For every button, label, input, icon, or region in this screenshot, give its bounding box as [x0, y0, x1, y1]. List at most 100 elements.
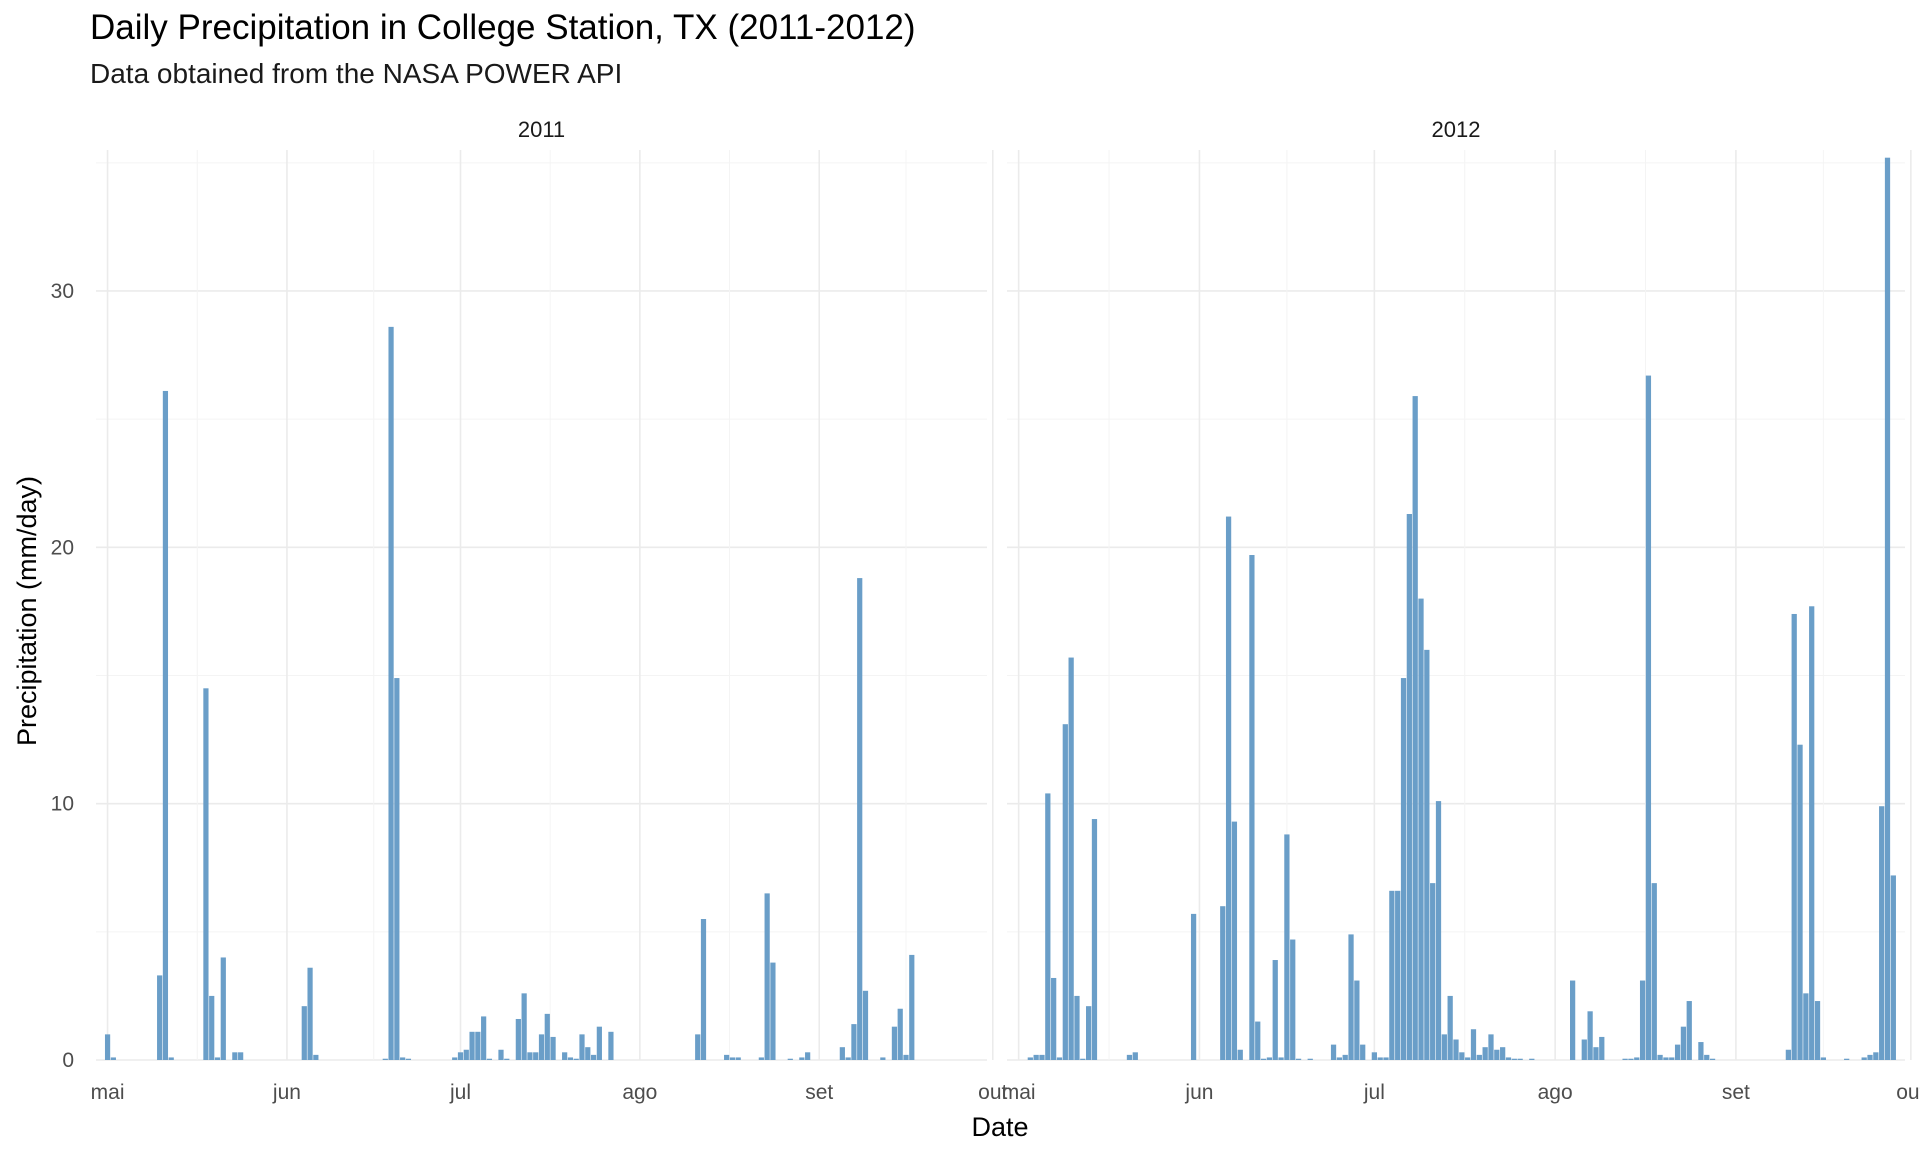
bar — [1820, 1057, 1826, 1060]
bar — [1511, 1058, 1517, 1060]
bar — [515, 1018, 521, 1060]
bar — [1435, 801, 1442, 1060]
bar — [1383, 1057, 1389, 1060]
bar — [1260, 1058, 1267, 1060]
y-tick-label: 0 — [62, 1049, 74, 1072]
bar — [1278, 1057, 1284, 1060]
bar — [1791, 613, 1797, 1060]
bar — [1441, 1034, 1447, 1060]
bar — [585, 1047, 591, 1060]
bar — [1255, 1021, 1261, 1060]
bar — [481, 1016, 487, 1060]
x-tick-label: mai — [1002, 1081, 1036, 1104]
x-tick-label: ago — [1538, 1081, 1573, 1104]
bar — [764, 893, 770, 1060]
bar — [1371, 1052, 1377, 1060]
bar — [1225, 516, 1232, 1060]
bar — [220, 957, 226, 1060]
bar — [1785, 1049, 1792, 1060]
bar — [1266, 1057, 1273, 1060]
bar — [700, 919, 707, 1060]
bar — [1424, 649, 1430, 1060]
bar — [1080, 1058, 1086, 1060]
bar — [579, 1034, 585, 1060]
bar — [1237, 1049, 1243, 1060]
bar — [214, 1057, 221, 1060]
bar — [1453, 1039, 1459, 1060]
bar — [1406, 514, 1412, 1060]
bar — [168, 1057, 174, 1060]
bar — [394, 678, 400, 1060]
bar — [405, 1058, 412, 1060]
bar — [475, 1031, 481, 1060]
chart-title: Daily Precipitation in College Station, … — [90, 8, 916, 47]
bar — [573, 1058, 579, 1060]
x-tick-label: out — [978, 1081, 1007, 1104]
bar — [1634, 1057, 1640, 1060]
bar — [498, 1049, 504, 1060]
bar — [608, 1031, 614, 1060]
bar — [238, 1052, 244, 1060]
bar — [1220, 906, 1226, 1060]
bar — [1809, 606, 1815, 1060]
bar — [1867, 1054, 1873, 1060]
bar — [1249, 555, 1255, 1060]
bar — [724, 1054, 730, 1060]
bar — [452, 1057, 458, 1060]
bar — [787, 1058, 793, 1060]
bar — [388, 326, 394, 1060]
bar — [527, 1052, 533, 1060]
bar — [1465, 1057, 1471, 1060]
bar — [770, 962, 776, 1060]
bar — [1051, 977, 1057, 1060]
bar — [1797, 744, 1803, 1060]
bar — [1126, 1054, 1133, 1060]
bar — [562, 1052, 568, 1060]
bars-layer — [104, 157, 1896, 1061]
bar — [1814, 1001, 1821, 1060]
bar — [382, 1058, 388, 1060]
bar — [1039, 1054, 1045, 1060]
bar — [1272, 960, 1278, 1060]
bar — [857, 578, 863, 1060]
bar — [1348, 934, 1354, 1060]
bar — [1844, 1058, 1850, 1060]
bar — [1068, 657, 1074, 1060]
x-tick-label: jun — [1184, 1081, 1213, 1104]
bar — [1803, 993, 1809, 1060]
x-tick-label: ago — [622, 1081, 657, 1104]
bar — [1190, 913, 1197, 1060]
bar — [880, 1057, 886, 1060]
bar — [209, 995, 215, 1060]
bar — [463, 1049, 469, 1060]
bar — [1593, 1047, 1599, 1060]
bar — [1231, 821, 1238, 1060]
x-tick-label: set — [1722, 1081, 1750, 1104]
bar — [897, 1008, 903, 1060]
bar — [1890, 875, 1896, 1060]
bar — [1674, 1044, 1681, 1060]
y-tick-label: 30 — [51, 280, 74, 303]
labels-layer: 0 10 20 30 2011 mai jun jul ago set out 2012 mai jun j… — [51, 117, 1920, 1104]
bar — [1599, 1036, 1605, 1060]
bar — [486, 1058, 493, 1060]
bar — [1290, 939, 1296, 1060]
bar — [1284, 834, 1290, 1060]
bar — [1470, 1029, 1477, 1060]
bar — [1884, 157, 1891, 1061]
facet-strip-label: 2011 — [518, 117, 565, 142]
bar — [1581, 1039, 1587, 1060]
bar — [457, 1052, 464, 1060]
bar — [104, 1034, 111, 1060]
bar — [1476, 1054, 1482, 1060]
bar — [1400, 678, 1407, 1060]
bar — [1686, 1001, 1692, 1060]
bar — [1494, 1049, 1500, 1060]
bar — [1062, 724, 1068, 1060]
bar — [1027, 1057, 1033, 1060]
bar — [1645, 375, 1652, 1060]
bar — [1307, 1058, 1313, 1060]
y-tick-label: 10 — [51, 793, 74, 816]
bar — [567, 1057, 574, 1060]
bar — [1430, 883, 1436, 1060]
